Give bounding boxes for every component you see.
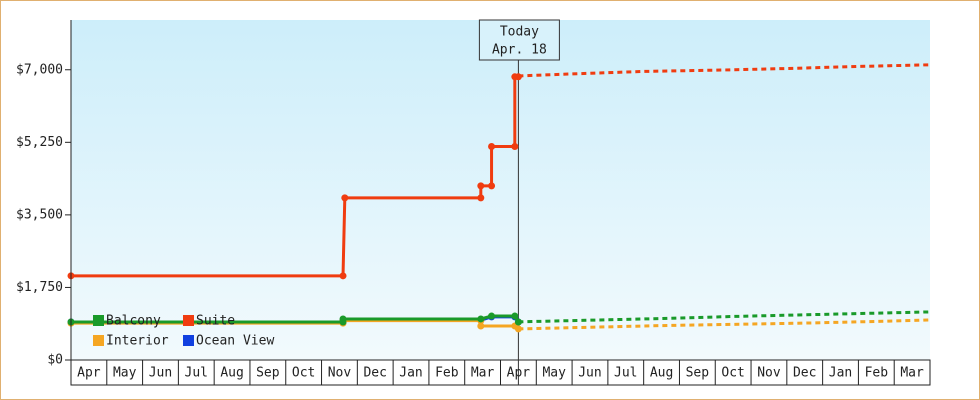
data-point bbox=[511, 312, 519, 320]
x-tick-label: Jul bbox=[614, 366, 637, 381]
x-tick-label: Apr bbox=[507, 366, 531, 381]
legend-label: Ocean View bbox=[196, 334, 274, 349]
y-tick-label: $5,250 bbox=[16, 135, 63, 150]
x-tick-label: Dec bbox=[363, 366, 386, 381]
x-tick-label: Jan bbox=[829, 366, 852, 381]
y-tick-label: $7,000 bbox=[16, 62, 63, 77]
legend-label: Interior bbox=[106, 334, 169, 349]
data-point bbox=[514, 318, 522, 326]
y-tick-label: $0 bbox=[47, 353, 63, 368]
data-point bbox=[339, 315, 347, 323]
legend-label: Balcony bbox=[106, 314, 161, 329]
x-tick-label: Sep bbox=[256, 366, 280, 381]
x-tick-label: Mar bbox=[471, 366, 495, 381]
x-tick-label: Jun bbox=[578, 366, 601, 381]
y-tick-label: $3,500 bbox=[16, 207, 63, 222]
series-line bbox=[71, 75, 519, 278]
x-tick-label: May bbox=[542, 366, 566, 381]
data-point bbox=[511, 142, 519, 150]
y-tick-label: $1,750 bbox=[16, 280, 63, 295]
data-point bbox=[514, 73, 522, 81]
today-label: Apr. 18 bbox=[492, 43, 547, 58]
data-point bbox=[477, 182, 485, 190]
legend-swatch bbox=[183, 315, 194, 326]
x-tick-label: Nov bbox=[757, 366, 781, 381]
plot-area bbox=[71, 20, 930, 360]
legend-swatch bbox=[93, 335, 104, 346]
x-tick-label: Oct bbox=[292, 366, 315, 381]
data-point bbox=[339, 272, 347, 280]
x-tick-label: Feb bbox=[865, 366, 889, 381]
data-point bbox=[488, 182, 496, 190]
data-point bbox=[514, 325, 522, 333]
data-point bbox=[477, 194, 485, 202]
x-tick-label: Aug bbox=[220, 366, 243, 381]
legend-swatch bbox=[183, 335, 194, 346]
x-tick-label: Feb bbox=[435, 366, 459, 381]
x-tick-label: Apr bbox=[77, 366, 101, 381]
data-point bbox=[341, 194, 349, 202]
x-tick-label: Jun bbox=[149, 366, 172, 381]
x-tick-label: Jan bbox=[399, 366, 422, 381]
x-tick-label: Nov bbox=[328, 366, 352, 381]
x-tick-label: Jul bbox=[185, 366, 208, 381]
legend-label: Suite bbox=[196, 314, 235, 329]
legend-swatch bbox=[93, 315, 104, 326]
x-tick-label: Oct bbox=[721, 366, 744, 381]
x-tick-label: Aug bbox=[650, 366, 673, 381]
x-tick-label: Sep bbox=[686, 366, 710, 381]
today-box bbox=[478, 19, 560, 61]
data-point bbox=[477, 322, 485, 330]
data-point bbox=[488, 142, 496, 150]
data-point bbox=[488, 312, 496, 320]
x-tick-label: Mar bbox=[900, 366, 924, 381]
x-tick-label: May bbox=[113, 366, 137, 381]
today-label: Today bbox=[500, 25, 539, 40]
x-tick-label: Dec bbox=[793, 366, 816, 381]
data-point bbox=[477, 315, 485, 323]
